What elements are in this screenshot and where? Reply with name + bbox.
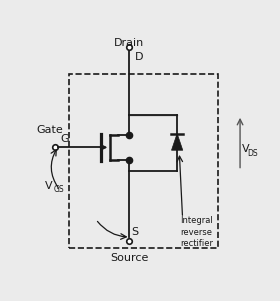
Text: DS: DS <box>247 149 258 158</box>
Text: GS: GS <box>54 185 65 194</box>
Text: V: V <box>242 144 250 154</box>
Text: D: D <box>135 52 143 62</box>
Text: Source: Source <box>110 253 149 263</box>
Bar <box>69 74 218 248</box>
Text: V: V <box>45 181 52 191</box>
Text: Gate: Gate <box>36 125 63 135</box>
Text: S: S <box>132 227 139 237</box>
Text: Drain: Drain <box>114 39 144 48</box>
Text: Integral
reverse
rectifier: Integral reverse rectifier <box>180 216 213 248</box>
Text: G: G <box>60 134 69 144</box>
Polygon shape <box>171 134 183 150</box>
